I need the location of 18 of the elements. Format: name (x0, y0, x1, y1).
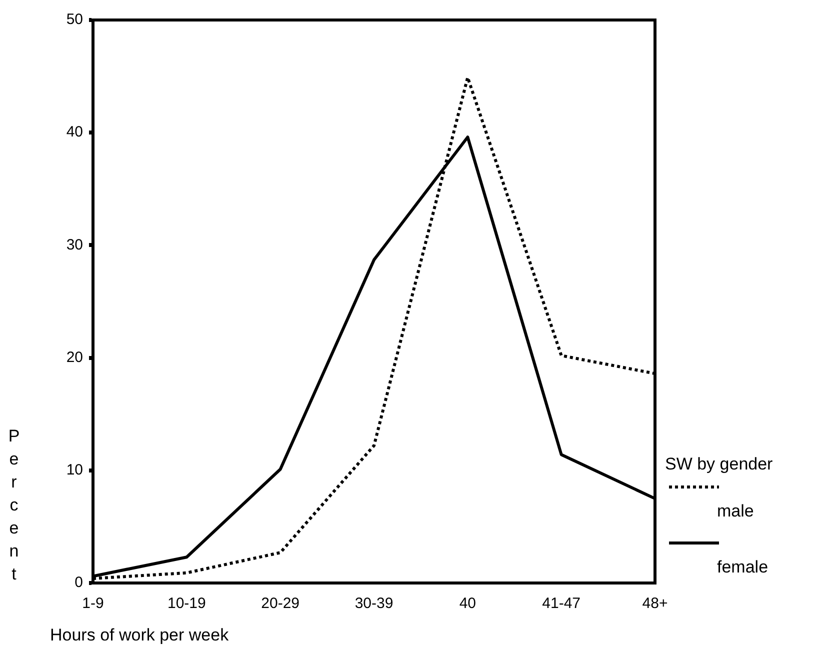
x-tick-label: 41-47 (542, 595, 581, 612)
x-tick-label: 1-9 (82, 595, 104, 612)
y-axis-title: Percent (8, 426, 20, 584)
y-tick-label: 10 (66, 462, 83, 479)
y-tick-label: 40 (66, 124, 83, 141)
text: female (717, 558, 768, 577)
x-tick-label: 40 (459, 595, 476, 612)
x-tick-label: 48+ (642, 595, 668, 612)
y-tick-label: 20 (66, 348, 83, 366)
x-tick-label: 30-39 (354, 595, 394, 612)
x-axis-title: Hours of work per week (50, 626, 230, 645)
y-tick-label: 50 (66, 11, 83, 28)
text: male (717, 502, 754, 521)
y-tick-label: 0 (74, 574, 83, 592)
x-tick-label: 20-29 (261, 595, 300, 612)
legend-title: SW by gender (665, 454, 774, 474)
y-tick-label: 30 (66, 236, 83, 254)
x-tick-label: 10-19 (167, 595, 206, 612)
